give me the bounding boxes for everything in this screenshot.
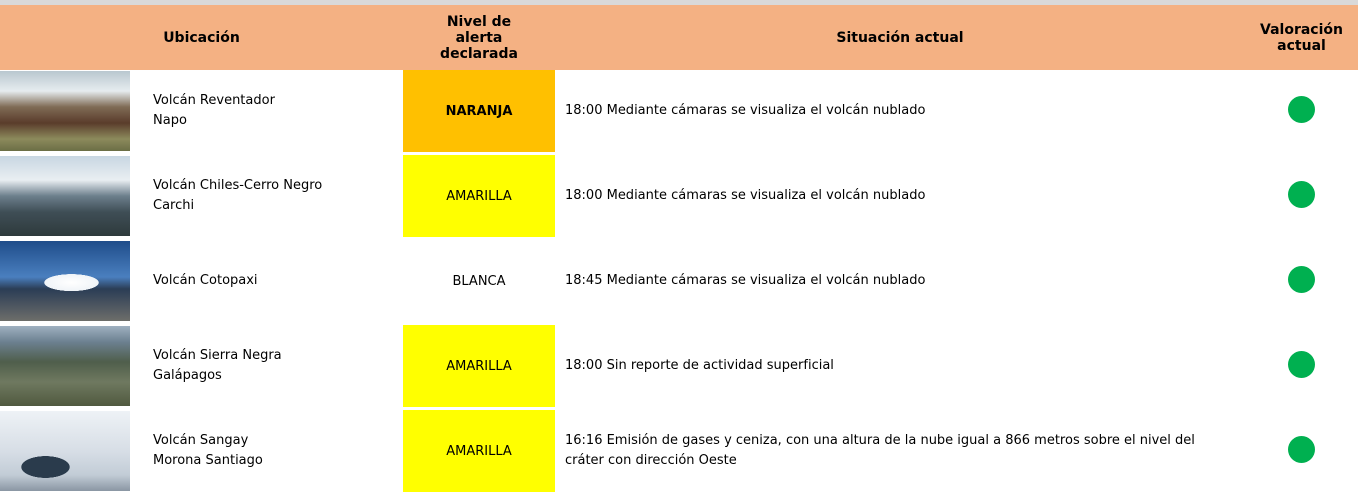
assessment-cell (1245, 323, 1358, 410)
situation-text: 18:00 Mediante cámaras se visualiza el v… (565, 188, 926, 203)
volcano-name: Volcán Chiles-Cerro Negro (153, 178, 323, 193)
status-dot (1288, 180, 1315, 208)
status-dot (1288, 350, 1315, 378)
volcano-name: Volcán Sierra Negra (153, 348, 282, 363)
volcano-row: Volcán Reventador Napo NARANJA 18:00 Median… (0, 70, 1358, 155)
volcano-table: Ubicación Nivel de alerta declarada Situ… (0, 5, 1358, 495)
status-dot (1288, 435, 1315, 463)
situation-cell: 18:45 Mediante cámaras se visualiza el v… (555, 238, 1245, 325)
volcano-photo (0, 241, 130, 321)
volcano-photo (0, 71, 130, 151)
volcano-row: Volcán Sangay Morona Santiago AMARILLA 16:1… (0, 408, 1358, 495)
volcano-name: Volcán Cotopaxi (153, 273, 258, 288)
situation-text: 18:45 Mediante cámaras se visualiza el v… (565, 273, 926, 288)
province-name: Galápagos (153, 368, 222, 383)
alert-level: AMARILLA (403, 323, 555, 410)
volcano-row: Volcán Chiles-Cerro Negro Carchi AMARILLA 1… (0, 153, 1358, 240)
alert-level: NARANJA (403, 70, 555, 155)
situation-text: 18:00 Sin reporte de actividad superfici… (565, 358, 834, 373)
situation-cell: 16:16 Emisión de gases y ceniza, con una… (555, 408, 1245, 495)
location-cell: Volcán Sierra Negra Galápagos (130, 323, 403, 410)
situation-cell: 18:00 Mediante cámaras se visualiza el v… (555, 70, 1245, 155)
situation-cell: 18:00 Mediante cámaras se visualiza el v… (555, 153, 1245, 240)
header-row: Ubicación Nivel de alerta declarada Situ… (0, 5, 1358, 70)
volcano-photo (0, 411, 130, 491)
volcano-photo (0, 326, 130, 406)
photo-cell (0, 238, 130, 325)
assessment-cell (1245, 238, 1358, 325)
header-location: Ubicación (0, 5, 403, 70)
alert-level: AMARILLA (403, 408, 555, 495)
status-dot (1288, 265, 1315, 293)
situation-cell: 18:00 Sin reporte de actividad superfici… (555, 323, 1245, 410)
location-cell: Volcán Sangay Morona Santiago (130, 408, 403, 495)
status-dot (1288, 95, 1315, 123)
location-cell: Volcán Cotopaxi (130, 238, 403, 325)
photo-cell (0, 70, 130, 155)
situation-text: 18:00 Mediante cámaras se visualiza el v… (565, 103, 926, 118)
volcano-name: Volcán Sangay (153, 433, 249, 448)
location-cell: Volcán Chiles-Cerro Negro Carchi (130, 153, 403, 240)
volcano-row: Volcán Sierra Negra Galápagos AMARILLA 18:0… (0, 323, 1358, 410)
province-name: Morona Santiago (153, 453, 263, 468)
province-name: Napo (153, 113, 187, 128)
photo-cell (0, 323, 130, 410)
situation-text: 16:16 Emisión de gases y ceniza, con una… (565, 433, 1195, 468)
assessment-cell (1245, 408, 1358, 495)
province-name: Carchi (153, 198, 195, 213)
photo-cell (0, 408, 130, 495)
assessment-cell (1245, 153, 1358, 240)
assessment-cell (1245, 70, 1358, 155)
photo-cell (0, 153, 130, 240)
header-assessment: Valoración actual (1245, 5, 1358, 70)
location-cell: Volcán Reventador Napo (130, 70, 403, 155)
top-bar (0, 0, 1358, 5)
alert-level: AMARILLA (403, 153, 555, 240)
header-level: Nivel de alerta declarada (403, 5, 555, 70)
alert-level: BLANCA (403, 238, 555, 325)
volcano-name: Volcán Reventador (153, 93, 275, 108)
header-situation: Situación actual (555, 5, 1245, 70)
volcano-row: Volcán Cotopaxi BLANCA 18:45 Mediante cáma… (0, 238, 1358, 325)
volcano-photo (0, 156, 130, 236)
